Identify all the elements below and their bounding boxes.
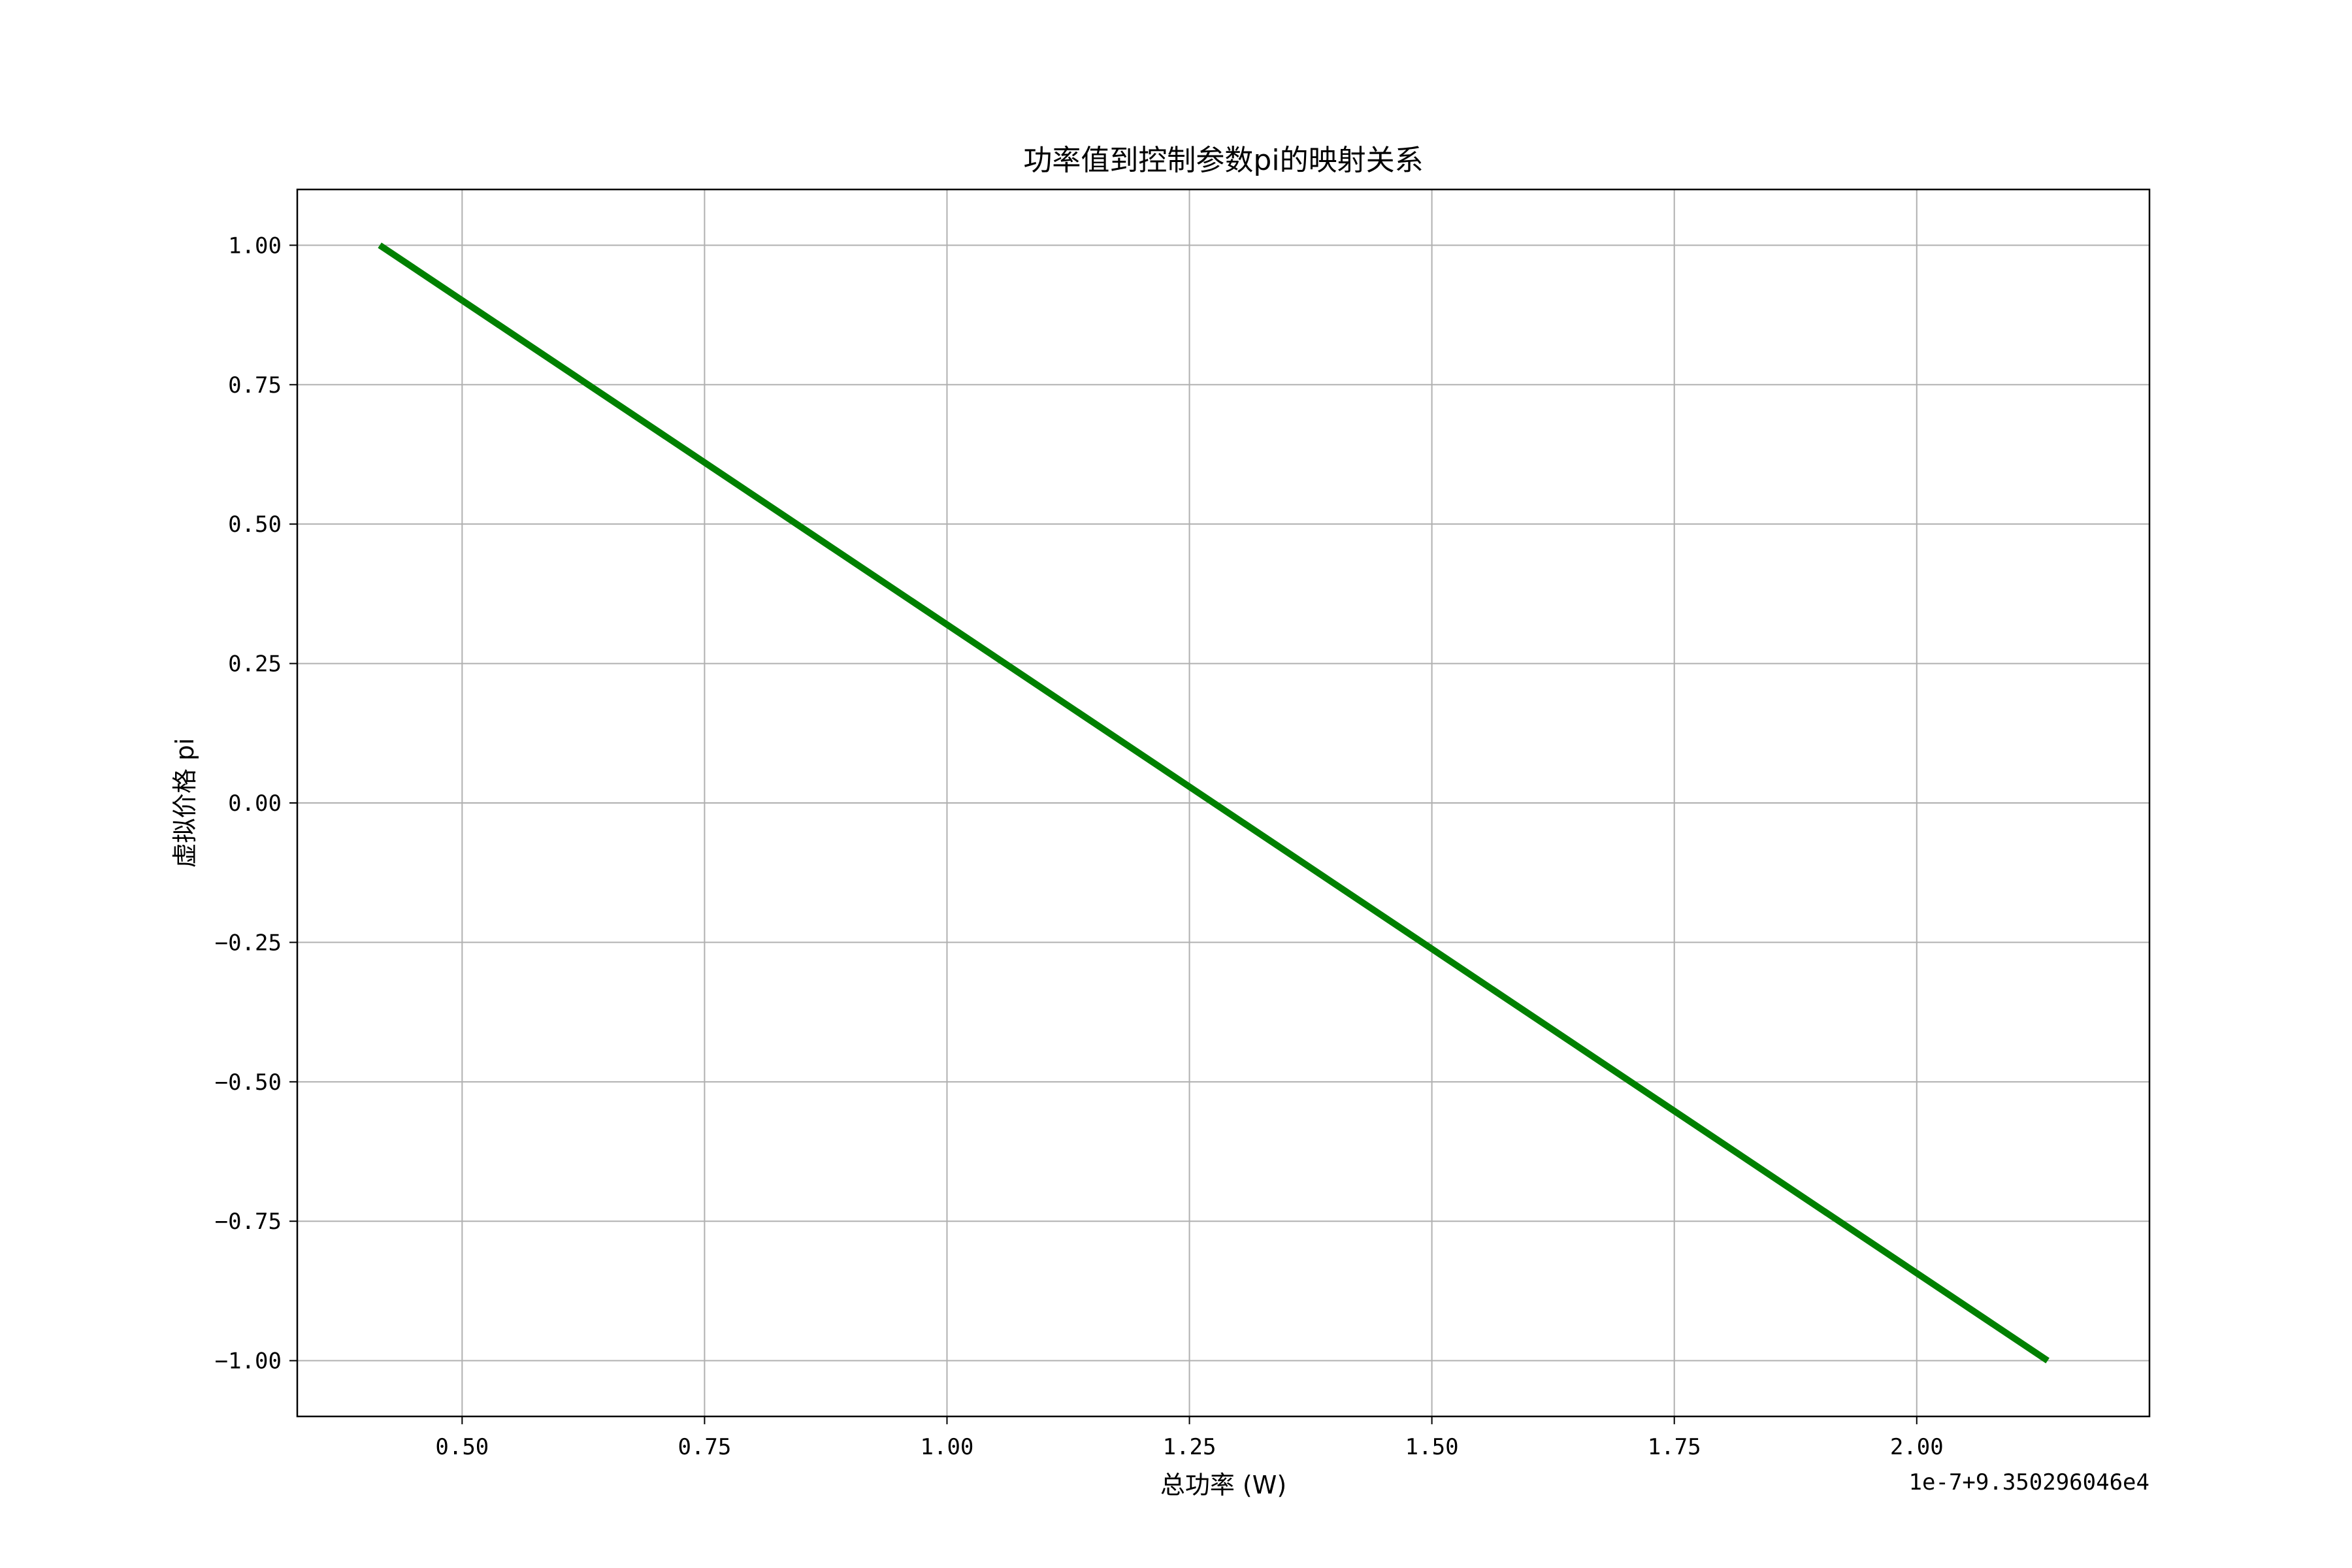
y-tick-label: −0.75 bbox=[215, 1209, 282, 1235]
x-axis: 0.50 0.75 1.00 1.25 1.50 1.75 2.00 bbox=[435, 1416, 1944, 1460]
y-axis: 1.00 0.75 0.50 0.25 0.00 −0.25 −0.50 −0.75 −1.00 bbox=[215, 233, 297, 1375]
series-layer bbox=[378, 242, 2050, 1364]
grid bbox=[297, 189, 2149, 1416]
chart-title: 功率值到控制参数pi的映射关系 bbox=[1023, 144, 1423, 177]
x-tick-label: 2.00 bbox=[1890, 1434, 1944, 1460]
x-axis-offset-label: 1e-7+9.350296046e4 bbox=[1909, 1469, 2149, 1495]
x-axis-label: 总功率 (W) bbox=[1160, 1471, 1286, 1499]
y-tick-label: 1.00 bbox=[228, 233, 282, 259]
y-tick-label: 0.25 bbox=[228, 651, 282, 678]
x-tick-label: 0.75 bbox=[678, 1434, 731, 1460]
x-tick-label: 1.50 bbox=[1405, 1434, 1459, 1460]
y-tick-label: −1.00 bbox=[215, 1348, 282, 1375]
x-tick-label: 1.25 bbox=[1163, 1434, 1217, 1460]
y-tick-label: 0.75 bbox=[228, 372, 282, 399]
y-tick-label: 0.50 bbox=[228, 512, 282, 538]
y-tick-label: 0.00 bbox=[228, 791, 282, 817]
x-tick-label: 0.50 bbox=[435, 1434, 489, 1460]
y-tick-label: −0.25 bbox=[215, 930, 282, 956]
y-tick-label: −0.50 bbox=[215, 1070, 282, 1096]
x-tick-label: 1.75 bbox=[1648, 1434, 1701, 1460]
y-axis-label: 虚拟价格 pi bbox=[171, 738, 199, 868]
x-tick-label: 1.00 bbox=[921, 1434, 974, 1460]
series-line bbox=[378, 242, 2050, 1364]
